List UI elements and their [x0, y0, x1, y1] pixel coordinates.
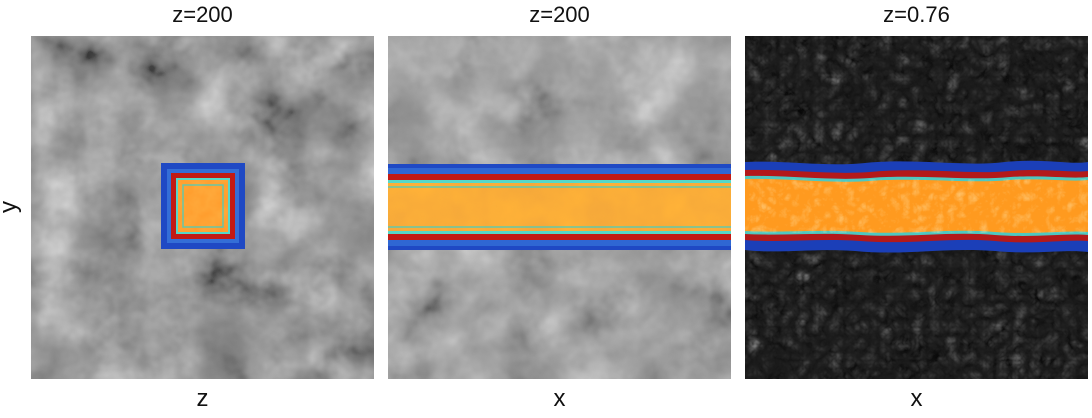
- panel-2-xlabel: x: [553, 385, 566, 412]
- panel-1-title: z=200: [172, 2, 233, 27]
- panel-3-xlabel: x: [910, 385, 923, 412]
- panel-3-image: [745, 36, 1088, 379]
- panel-2-image: [388, 36, 731, 379]
- y-axis-label: y: [0, 192, 24, 222]
- panel-3-svg: [745, 36, 1088, 379]
- panel-1-xlabel: z: [196, 385, 209, 412]
- panel-1-svg: [31, 36, 374, 379]
- panel-3-core-texture: [745, 179, 1088, 233]
- panel-1-inner-ring: [182, 184, 224, 228]
- panel-1-core-texture: [178, 180, 228, 232]
- panel-2-title: z=200: [529, 2, 590, 27]
- panel-1-image: [31, 36, 374, 379]
- panel-2-core-texture: [388, 183, 731, 231]
- panel-2-svg: [388, 36, 731, 379]
- panel-3-title: z=0.76: [883, 2, 950, 27]
